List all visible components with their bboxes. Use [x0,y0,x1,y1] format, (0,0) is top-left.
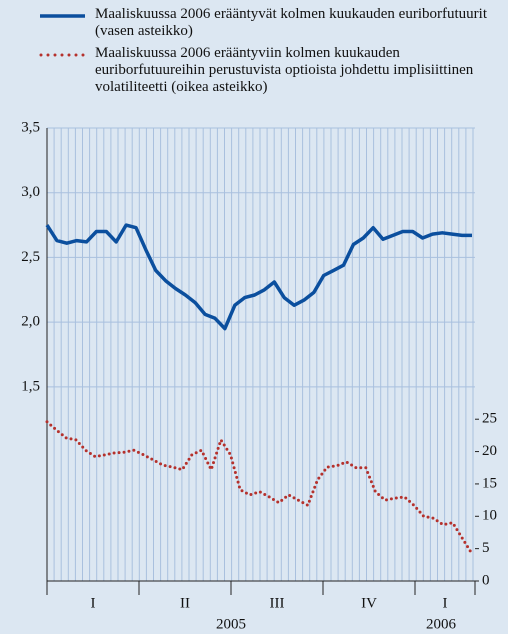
series-line [45,420,474,556]
year-label: 2006 [426,616,457,632]
y2-tick-label: 15 [482,475,497,491]
x-tick-label: IV [361,595,377,611]
x-tick-label: I [443,595,448,611]
y-tick-label: 3,5 [21,119,40,135]
series-line [45,223,472,331]
y-tick-label: 2,0 [21,314,40,330]
legend-label: Maaliskuussa 2006 erääntyvät kolmen kuuk… [95,6,487,39]
y-tick-label: 3,0 [21,184,40,200]
x-tick-label: I [91,595,96,611]
x-tick-label: III [270,595,285,611]
year-label: 2005 [216,616,246,632]
x-tick-label: II [180,595,190,611]
y2-tick-label: 10 [482,508,497,524]
y2-tick-label: 5 [482,540,490,556]
y2-tick-label: 0 [482,572,490,588]
legend-label: Maaliskuussa 2006 erääntyviin kolmen kuu… [95,45,474,95]
y2-tick-label: 20 [482,443,497,459]
y-tick-label: 1,5 [21,378,40,394]
y-tick-label: 2,5 [21,249,40,265]
y2-tick-label: 25 [482,411,497,427]
